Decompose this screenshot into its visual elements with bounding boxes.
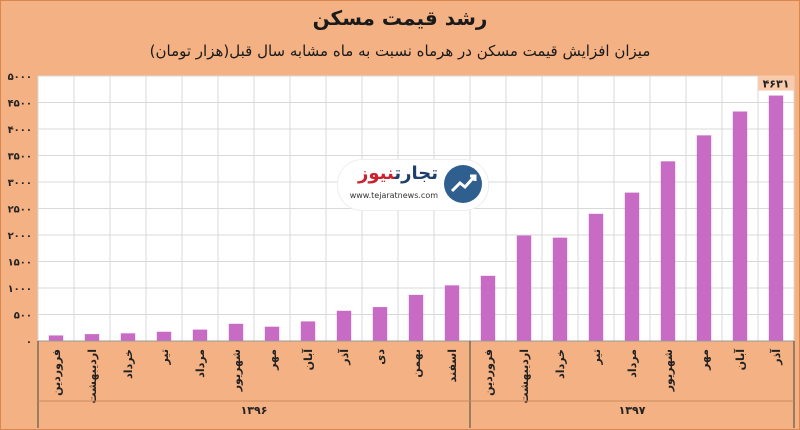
y-tick-label: ۱۰۰۰ xyxy=(8,284,32,295)
y-tick-label: ۳۰۰۰ xyxy=(8,178,32,189)
watermark-brand-main: تجارت xyxy=(394,163,438,184)
x-tick-label: فروردین xyxy=(482,349,495,396)
bar xyxy=(696,135,712,341)
bar xyxy=(192,329,208,341)
x-tick-label: مرداد xyxy=(626,349,639,378)
x-tick-label: تیر xyxy=(158,349,171,365)
x-tick-label: تیر xyxy=(590,349,603,365)
tejarat-news-logo-icon xyxy=(444,165,482,203)
x-tick-label: آبان xyxy=(301,349,315,371)
x-tick-label: آذر xyxy=(337,349,351,366)
bar xyxy=(48,335,64,341)
bar xyxy=(480,275,496,341)
year-label: ۱۳۹۷ xyxy=(619,404,646,417)
x-tick-label: آذر xyxy=(769,349,783,366)
bar xyxy=(372,307,388,341)
bar xyxy=(264,326,280,341)
y-tick-label: ۴۰۰۰ xyxy=(8,125,32,136)
year-label: ۱۳۹۶ xyxy=(241,404,268,417)
y-tick-label: ۰ xyxy=(26,337,32,348)
watermark-url: www.tejaratnews.com xyxy=(349,191,438,200)
tejarat-news-watermark: تجارتنیوز www.tejaratnews.com xyxy=(338,160,488,210)
bar xyxy=(552,237,568,341)
bar xyxy=(516,235,532,341)
bar xyxy=(588,213,604,341)
x-tick-label: آبان xyxy=(733,349,747,371)
bar xyxy=(300,321,316,341)
y-tick-label: ۱۵۰۰ xyxy=(8,258,32,269)
x-tick-label: فروردین xyxy=(50,349,63,396)
x-tick-label: اسفند xyxy=(446,349,459,382)
x-tick-label: اردیبهشت xyxy=(86,349,99,403)
y-tick-label: ۵۰۰۰ xyxy=(8,72,32,83)
bar xyxy=(732,111,748,341)
bar xyxy=(120,333,136,341)
chart-subtitle: میزان افزایش قیمت مسکن در هرماه نسبت به … xyxy=(149,42,651,60)
x-tick-label: مهر xyxy=(698,349,711,371)
bar xyxy=(660,161,676,341)
x-tick-label: بهمن xyxy=(410,349,423,378)
y-tick-label: ۳۵۰۰ xyxy=(8,152,32,163)
y-tick-label: ۵۰۰ xyxy=(14,311,32,322)
x-tick-label: شهریور xyxy=(230,349,243,392)
bar xyxy=(408,294,424,341)
bar xyxy=(444,285,460,341)
y-tick-label: ۲۰۰۰ xyxy=(8,231,32,242)
bar xyxy=(768,95,784,341)
x-tick-label: خرداد xyxy=(554,349,567,379)
bar xyxy=(228,323,244,341)
data-label-box xyxy=(758,75,794,91)
y-tick-label: ۲۵۰۰ xyxy=(8,205,32,216)
x-tick-label: شهریور xyxy=(662,349,675,392)
watermark-brand: تجارتنیوز xyxy=(358,163,438,184)
chart-title: رشد قیمت مسکن xyxy=(312,6,488,30)
x-tick-label: مهر xyxy=(266,349,279,371)
x-tick-label: اردیبهشت xyxy=(518,349,531,403)
y-tick-label: ۴۵۰۰ xyxy=(8,99,32,110)
x-tick-label: مرداد xyxy=(194,349,207,378)
watermark-brand-accent: نیوز xyxy=(358,163,395,184)
x-tick-label: خرداد xyxy=(122,349,135,379)
data-label: ۴۶۳۱ xyxy=(763,78,790,91)
bar xyxy=(336,310,352,341)
bar xyxy=(624,192,640,341)
bar xyxy=(156,331,172,341)
x-tick-label: دی xyxy=(374,349,387,365)
bar xyxy=(84,334,100,341)
